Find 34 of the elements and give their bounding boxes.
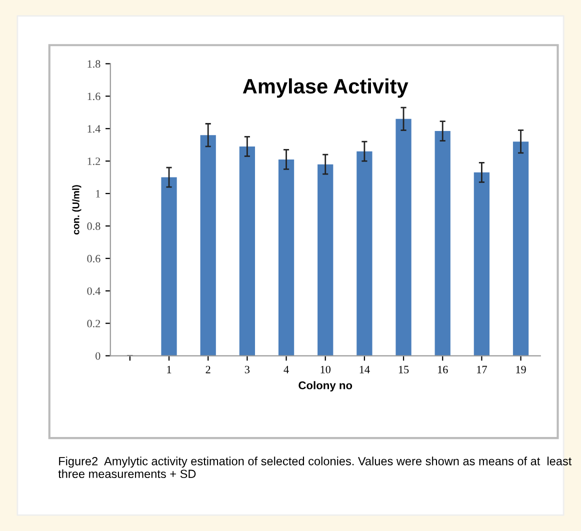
bar xyxy=(356,151,372,356)
bar xyxy=(318,164,334,356)
bar xyxy=(278,159,294,356)
x-tick-label: 14 xyxy=(360,366,370,374)
text: Amylase Activity xyxy=(242,78,408,98)
y-tick-label: 0.8 xyxy=(87,222,100,230)
x-tick-label: 15 xyxy=(398,366,409,374)
y-tick-label: 1.2 xyxy=(88,158,100,166)
x-tick-label: 16 xyxy=(438,366,448,374)
x-axis-title: Colony no xyxy=(298,381,352,392)
bar xyxy=(396,118,412,356)
bar xyxy=(512,142,529,356)
bar xyxy=(474,172,490,356)
bar xyxy=(161,177,177,356)
x-tick-label: 17 xyxy=(477,366,487,374)
bar xyxy=(200,135,216,356)
y-tick-label: 1 xyxy=(96,190,100,198)
x-tick-label: 19 xyxy=(516,366,526,374)
caption: Figure2 Amylytic activity estimation of selected colonies. Values were shown as means of at least three measurements + SD xyxy=(58,456,572,478)
y-tick-label: 1.4 xyxy=(88,125,100,133)
bar xyxy=(434,131,450,356)
y-tick-label: 0.2 xyxy=(87,320,100,328)
y-tick-label: 0.4 xyxy=(87,287,100,295)
x-tick-label: 3 xyxy=(244,366,250,374)
x-tick-label: 10 xyxy=(320,366,330,374)
x-tick-label: 2 xyxy=(206,366,210,374)
y-tick-label: 1.6 xyxy=(88,92,100,100)
bar xyxy=(239,146,256,356)
y-axis-title: con. (U/ml) xyxy=(72,185,82,234)
y-tick-label: 0.6 xyxy=(87,254,100,262)
y-tick-label: 1.8 xyxy=(88,60,100,68)
y-tick-label: 0 xyxy=(96,352,100,360)
x-tick-label: 4 xyxy=(284,366,289,374)
x-tick-label: 1 xyxy=(167,366,172,374)
